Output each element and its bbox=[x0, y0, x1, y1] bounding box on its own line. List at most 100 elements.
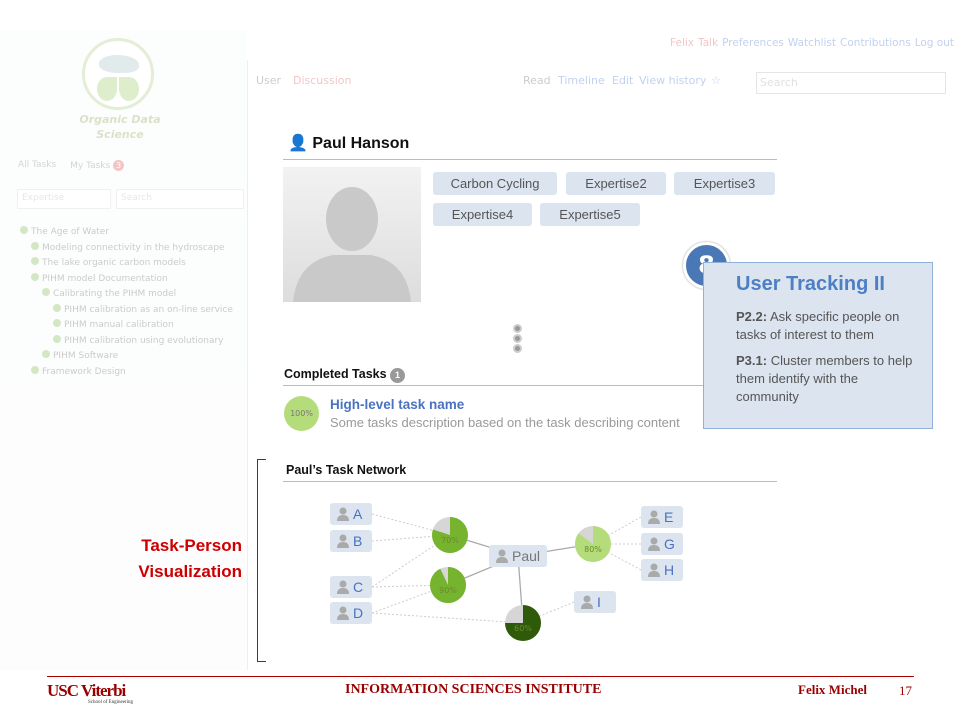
person-node[interactable]: E bbox=[641, 506, 683, 528]
profile-name: 👤 Paul Hanson bbox=[288, 133, 409, 153]
node-box bbox=[330, 530, 372, 552]
footer-rule bbox=[47, 676, 914, 677]
user-link[interactable]: Felix bbox=[670, 37, 695, 49]
person-icon bbox=[648, 518, 660, 524]
more-dot[interactable] bbox=[513, 344, 522, 353]
organic-data-science-logo bbox=[82, 38, 154, 110]
task-progress-label: 70% bbox=[441, 536, 459, 545]
tab-my-tasks[interactable]: My Tasks 3 bbox=[70, 160, 125, 171]
task-pie-slice bbox=[505, 605, 541, 641]
tree-item[interactable]: PIHM calibration as an on-line service bbox=[20, 303, 233, 319]
talk-link[interactable]: Talk bbox=[698, 37, 719, 49]
task-pie-slice bbox=[431, 517, 468, 554]
person-task-link bbox=[371, 584, 449, 614]
logo-text: Organic Data Science bbox=[79, 113, 161, 141]
person-task-link bbox=[371, 584, 449, 588]
logo-subtitle: School of Engineering bbox=[88, 700, 133, 705]
preferences-link[interactable]: Preferences bbox=[722, 37, 784, 49]
task-tabs: All Tasks My Tasks 3 bbox=[18, 160, 125, 171]
person-icon bbox=[339, 606, 347, 614]
tree-item[interactable]: PIHM calibration using evolutionary bbox=[20, 334, 233, 350]
divider bbox=[247, 60, 248, 670]
node-box bbox=[641, 506, 683, 528]
callout-item: P3.1: Cluster members to help them ident… bbox=[736, 352, 918, 406]
task-progress-label: 80% bbox=[584, 545, 602, 554]
person-task-link bbox=[371, 513, 451, 536]
tree-item[interactable]: Framework Design bbox=[20, 365, 233, 381]
person-icon bbox=[650, 537, 658, 545]
count-badge: 1 bbox=[390, 368, 406, 383]
annotation-line: Visualization bbox=[138, 562, 242, 581]
tab-view-history[interactable]: View history bbox=[639, 74, 707, 87]
tree-item[interactable]: The lake organic carbon models bbox=[20, 256, 233, 272]
expertise-tag[interactable]: Expertise3 bbox=[674, 172, 775, 195]
person-icon bbox=[339, 580, 347, 588]
item-text: Ask specific people on tasks of interest… bbox=[736, 309, 900, 342]
task-name-link[interactable]: High-level task name bbox=[330, 397, 465, 412]
person-icon bbox=[498, 549, 506, 557]
person-icon bbox=[339, 507, 347, 515]
tree-item[interactable]: PIHM manual calibration bbox=[20, 318, 233, 334]
person-node[interactable]: C bbox=[330, 576, 372, 598]
tree-item[interactable]: PIHM model Documentation bbox=[20, 272, 233, 288]
expertise-tag[interactable]: Carbon Cycling bbox=[433, 172, 557, 195]
task-network-heading: Paul’s Task Network bbox=[286, 463, 407, 477]
person-node[interactable]: B bbox=[330, 530, 372, 552]
expertise-tag[interactable]: Expertise5 bbox=[540, 203, 640, 226]
star-icon[interactable]: ☆ bbox=[711, 74, 721, 87]
usc-viterbi-logo: USC Viterbi bbox=[47, 681, 126, 700]
node-box bbox=[641, 533, 683, 555]
expertise-tag[interactable]: Expertise4 bbox=[433, 203, 532, 226]
person-node[interactable]: I bbox=[574, 591, 616, 613]
fish-icon bbox=[99, 55, 139, 73]
node-label: E bbox=[664, 509, 673, 525]
contributions-link[interactable]: Contributions bbox=[840, 37, 911, 49]
person-node[interactable]: H bbox=[641, 559, 683, 581]
task-pie-slice bbox=[575, 526, 611, 562]
tree-item[interactable]: PIHM Software bbox=[20, 349, 233, 365]
task-progress-label: 90% bbox=[439, 586, 457, 595]
person-icon bbox=[337, 542, 349, 548]
center-node[interactable]: Paul bbox=[489, 545, 547, 567]
tab-discussion[interactable]: Discussion bbox=[293, 74, 352, 87]
tab-user[interactable]: User bbox=[256, 74, 282, 87]
tab-timeline[interactable]: Timeline bbox=[558, 74, 605, 87]
person-icon bbox=[496, 557, 508, 563]
item-code: P2.2: bbox=[736, 309, 768, 324]
person-node[interactable]: A bbox=[330, 503, 372, 525]
person-node[interactable]: G bbox=[641, 533, 683, 555]
page-search-input[interactable]: Search bbox=[756, 72, 946, 94]
node-box bbox=[574, 591, 616, 613]
completed-tasks-heading: Completed Tasks 1 bbox=[284, 367, 406, 383]
callout-item: P2.2: Ask specific people on tasks of in… bbox=[736, 308, 918, 344]
top-navigation: Felix Talk Preferences Watchlist Contrib… bbox=[670, 37, 954, 49]
node-box bbox=[330, 576, 372, 598]
tree-item[interactable]: Calibrating the PIHM model bbox=[20, 287, 233, 303]
author: Felix Michel bbox=[798, 682, 867, 697]
sidebar-search-input[interactable]: Search bbox=[116, 189, 244, 209]
tree-item[interactable]: Modeling connectivity in the hydroscape bbox=[20, 241, 233, 257]
tab-all-tasks[interactable]: All Tasks bbox=[18, 160, 57, 170]
tab-edit[interactable]: Edit bbox=[612, 74, 634, 87]
person-icon bbox=[583, 595, 591, 603]
node-box bbox=[641, 559, 683, 581]
callout-title: User Tracking II bbox=[736, 273, 885, 295]
more-dot[interactable] bbox=[513, 334, 522, 343]
expertise-filter[interactable]: Expertise bbox=[17, 189, 111, 209]
annotation-line: Task-Person bbox=[141, 536, 242, 555]
divider bbox=[283, 385, 708, 386]
node-label: H bbox=[664, 562, 674, 578]
annotation-bracket bbox=[257, 459, 266, 662]
more-dot[interactable] bbox=[513, 324, 522, 333]
logout-link[interactable]: Log out bbox=[914, 37, 954, 49]
person-node[interactable]: D bbox=[330, 602, 372, 624]
watchlist-link[interactable]: Watchlist bbox=[787, 37, 837, 49]
expertise-tag[interactable]: Expertise2 bbox=[566, 172, 666, 195]
divider bbox=[283, 159, 777, 160]
tree-item[interactable]: The Age of Water bbox=[20, 225, 233, 241]
task-progress-label: 60% bbox=[514, 624, 532, 633]
tab-read[interactable]: Read bbox=[523, 74, 551, 87]
node-label: B bbox=[353, 533, 362, 549]
count-badge: 3 bbox=[113, 160, 125, 171]
